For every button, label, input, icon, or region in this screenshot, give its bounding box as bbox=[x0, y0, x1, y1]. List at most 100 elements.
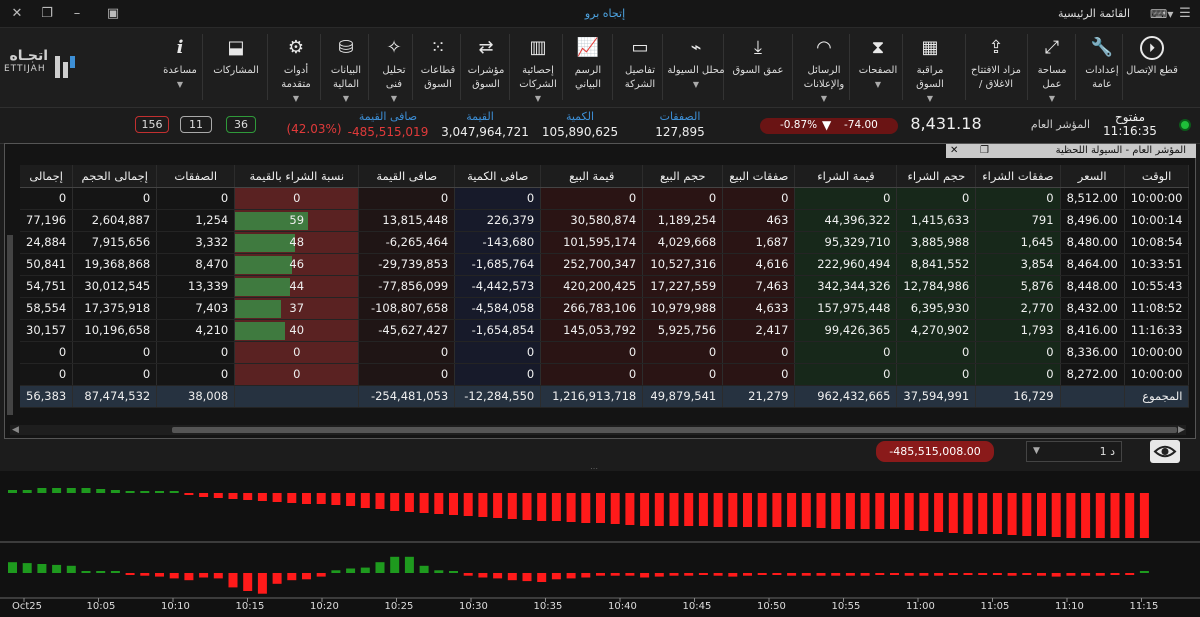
table-cell: 6,395,930 bbox=[896, 297, 977, 320]
buy-ratio-value: 37 bbox=[289, 301, 305, 315]
toolbar-label: المشاركات bbox=[213, 65, 259, 76]
table-cell: 8,448.00 bbox=[1060, 275, 1125, 298]
chevron-down-icon[interactable]: ▼ bbox=[342, 94, 350, 103]
chevron-down-icon[interactable]: ▼ bbox=[1048, 94, 1056, 103]
toolbar-financial-button[interactable]: ⛁ البيانات المالية ▼ bbox=[324, 28, 368, 106]
chevron-down-icon[interactable]: ▼ bbox=[820, 94, 828, 103]
toolbar-company-button[interactable]: ▭ تفاصيل الشركة bbox=[616, 28, 664, 106]
table-row[interactable]: 0 0 0 0 0 0 0 0 0 0 0 0 8,336.00 10:00:00 bbox=[20, 341, 1190, 364]
chevron-down-icon[interactable]: ▼ bbox=[534, 94, 542, 103]
column-header[interactable]: إجمالى الحجم bbox=[72, 165, 158, 188]
net-flow-bar bbox=[698, 573, 708, 575]
table-cell: 44,396,322 bbox=[794, 209, 898, 232]
column-header[interactable]: إجمالى bbox=[20, 165, 74, 188]
net-flow-bar bbox=[302, 573, 311, 580]
table-cell: 4,633 bbox=[722, 297, 796, 320]
net-flow-bar bbox=[728, 573, 738, 577]
toolbar-help-button[interactable]: ⅰ مساعدة ▼ bbox=[158, 28, 202, 106]
net-flow-bar bbox=[1022, 573, 1032, 575]
table-row[interactable]: 54,751 30,012,545 13,339 44 -77,856,099 -4,44… bbox=[20, 275, 1190, 298]
table-row[interactable]: 50,841 19,368,868 8,470 46 -29,739,853 -1,685… bbox=[20, 253, 1190, 276]
net-flow-bar bbox=[610, 573, 620, 576]
hamburger-menu-icon[interactable]: ☰ bbox=[1179, 6, 1191, 21]
toolbar-liquidity-button[interactable]: ⌁ محلل السيولة ▼ bbox=[666, 28, 726, 106]
restore-window-icon[interactable]: ❐ bbox=[41, 6, 53, 21]
period-select[interactable]: ▼ 1 د bbox=[1026, 441, 1122, 462]
column-header[interactable]: الصفقات bbox=[156, 165, 236, 188]
restore-panel-icon[interactable]: ❐ bbox=[980, 145, 989, 156]
table-cell: 1,415,633 bbox=[896, 209, 977, 232]
column-header[interactable]: صفقات الشراء bbox=[975, 165, 1061, 188]
column-header[interactable]: حجم الشراء bbox=[896, 165, 977, 188]
scroll-left-icon[interactable]: ◀ bbox=[12, 425, 19, 435]
chevron-down-icon[interactable]: ▼ bbox=[692, 80, 700, 89]
chevron-down-icon[interactable]: ▼ bbox=[926, 94, 934, 103]
toolbar-tools-button[interactable]: ⚙ أدوات متقدمة ▼ bbox=[271, 28, 321, 106]
toolbar-sectors-button[interactable]: ⁙ قطاعات السوق bbox=[416, 28, 460, 106]
net-flow-bar bbox=[346, 568, 356, 573]
net-flow-bar bbox=[110, 571, 120, 573]
toolbar-separator bbox=[902, 34, 903, 100]
net-flow-bar bbox=[316, 573, 326, 577]
column-header[interactable]: صافى الكمية bbox=[454, 165, 542, 188]
chevron-down-icon[interactable]: ▼ bbox=[176, 80, 184, 89]
table-cell: 791 bbox=[975, 209, 1061, 232]
toolbar-indices-button[interactable]: ⇄ مؤشرات السوق bbox=[464, 28, 508, 106]
table-cell: 12,784,986 bbox=[896, 275, 977, 298]
chevron-down-icon[interactable]: ▼ bbox=[874, 80, 882, 89]
vertical-scrollbar[interactable] bbox=[7, 235, 13, 415]
table-row[interactable]: 0 0 0 0 0 0 0 0 0 0 0 0 8,512.00 10:00:00 bbox=[20, 187, 1190, 210]
table-cell: 0 bbox=[540, 341, 644, 364]
table-cell: 0 bbox=[540, 363, 644, 386]
main-menu-label[interactable]: القائمة الرئيسية bbox=[1057, 7, 1130, 20]
chevron-down-icon[interactable]: ▼ bbox=[390, 94, 398, 103]
cumulative-flow-bar bbox=[890, 493, 899, 529]
toolbar-contributions-button[interactable]: ⬓ المشاركات bbox=[206, 28, 266, 106]
toolbar-stats-button[interactable]: ▥ إحصائية الشركات ▼ bbox=[513, 28, 563, 106]
toolbar-chart-button[interactable]: 📈 الرسم البياني bbox=[566, 28, 610, 106]
chevron-down-icon[interactable]: ▼ bbox=[292, 94, 300, 103]
column-header[interactable]: قيمة الشراء bbox=[794, 165, 898, 188]
net-flow-bar bbox=[743, 573, 752, 576]
toolbar-depth-button[interactable]: ⤓ عمق السوق bbox=[727, 28, 789, 106]
splitter-handle[interactable]: ⋯ bbox=[590, 464, 599, 473]
keyboard-menu-icon[interactable]: ⌨▾ bbox=[1150, 7, 1174, 21]
column-header[interactable]: صافى القيمة bbox=[358, 165, 456, 188]
table-cell: 7,403 bbox=[156, 297, 236, 320]
close-window-icon[interactable]: ✕ bbox=[11, 6, 23, 21]
x-tick-label: 10:25 bbox=[385, 601, 414, 612]
eye-toggle-button[interactable] bbox=[1150, 440, 1180, 463]
close-panel-icon[interactable]: ✕ bbox=[950, 145, 959, 156]
column-header[interactable]: قيمة البيع bbox=[540, 165, 644, 188]
total-row[interactable]: 56,383 87,474,532 38,008 -254,481,053 -12,28… bbox=[20, 385, 1190, 408]
table-cell: 3,885,988 bbox=[896, 231, 977, 254]
maximize-window-icon[interactable]: ▣ bbox=[106, 6, 120, 21]
toolbar-settings-button[interactable]: 🔧 إعدادات عامة bbox=[1079, 28, 1125, 106]
column-header[interactable]: نسبة الشراء بالقيمة bbox=[234, 165, 360, 188]
toolbar-pages-button[interactable]: ⧗ الصفحات ▼ bbox=[853, 28, 903, 106]
toolbar-label: إحصائية bbox=[522, 65, 554, 76]
table-row[interactable]: 30,157 10,196,658 4,210 40 -45,627,427 -1,654… bbox=[20, 319, 1190, 342]
minimize-window-icon[interactable]: – bbox=[73, 6, 81, 21]
toolbar-separator bbox=[562, 34, 563, 100]
net-flow-bar bbox=[654, 573, 664, 577]
toolbar-disconnect-button[interactable]: ⏵ قطع الإتصال bbox=[1126, 28, 1178, 106]
toolbar-separator bbox=[202, 34, 203, 100]
table-row[interactable]: 24,884 7,915,656 3,332 48 -6,265,464 -143,680… bbox=[20, 231, 1190, 254]
column-header[interactable]: السعر bbox=[1060, 165, 1125, 188]
buy-ratio-value: 0 bbox=[293, 191, 301, 205]
horizontal-scroll-thumb[interactable] bbox=[172, 427, 1177, 433]
table-cell: 222,960,494 bbox=[794, 253, 898, 276]
table-row[interactable]: 77,196 2,604,887 1,254 59 13,815,448 226,379 3… bbox=[20, 209, 1190, 232]
toolbar-workspace-button[interactable]: ⤢ مساحة عمل ▼ bbox=[1031, 28, 1073, 106]
column-header[interactable]: حجم البيع bbox=[642, 165, 724, 188]
toolbar-watch-button[interactable]: ▦ مراقبة السوق ▼ bbox=[906, 28, 954, 106]
column-header[interactable]: صفقات البيع bbox=[722, 165, 796, 188]
scroll-right-icon[interactable]: ▶ bbox=[1178, 425, 1185, 435]
table-row[interactable]: 0 0 0 0 0 0 0 0 0 0 0 0 8,272.00 10:00:00 bbox=[20, 363, 1190, 386]
toolbar-auction-button[interactable]: ⇪ مزاد الافتتاح / الاغلاق bbox=[969, 28, 1023, 106]
toolbar-tech-button[interactable]: ✧ تحليل فنى ▼ bbox=[372, 28, 416, 106]
table-row[interactable]: 58,554 17,375,918 7,403 37 -108,807,658 -4,58… bbox=[20, 297, 1190, 320]
toolbar-messages-button[interactable]: ◠ الرسائل والإعلانات ▼ bbox=[796, 28, 852, 106]
column-header[interactable]: الوقت bbox=[1124, 165, 1190, 188]
